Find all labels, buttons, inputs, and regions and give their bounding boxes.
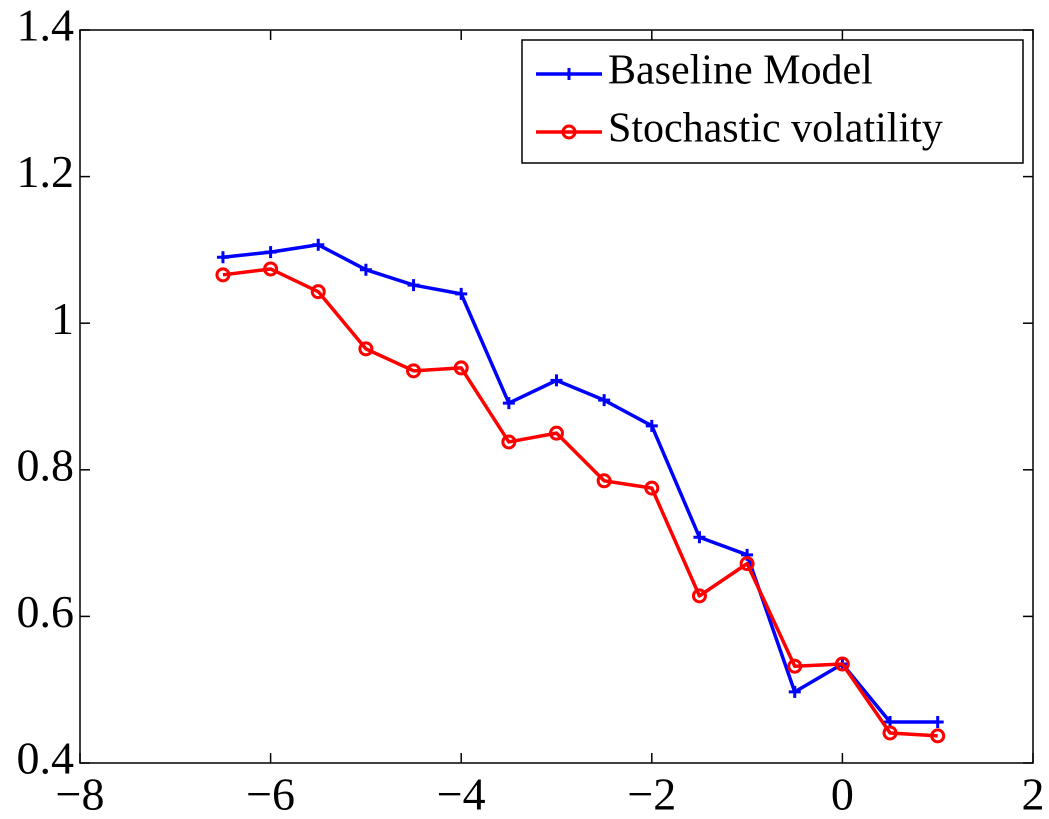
- legend-label: Stochastic volatility: [608, 106, 943, 152]
- marker: [501, 434, 517, 450]
- marker: [215, 267, 231, 283]
- marker: [216, 251, 229, 264]
- marker: [358, 341, 374, 357]
- marker: [455, 287, 468, 300]
- marker: [406, 363, 422, 379]
- y-tick-label: 1.4: [17, 0, 75, 51]
- marker: [453, 360, 469, 376]
- x-tick-label: −4: [437, 769, 486, 819]
- marker: [930, 728, 946, 744]
- marker: [502, 397, 515, 410]
- marker: [263, 261, 279, 277]
- marker: [312, 238, 325, 251]
- x-tick-label: 2: [1022, 769, 1045, 819]
- legend-marker: [561, 124, 577, 140]
- legend: Baseline Model Stochastic volatility: [521, 39, 1024, 164]
- marker: [310, 284, 326, 300]
- marker: [788, 685, 801, 698]
- legend-label: Baseline Model: [608, 48, 873, 94]
- x-tick-label: −2: [627, 769, 676, 819]
- marker: [834, 656, 850, 672]
- marker: [691, 588, 707, 604]
- x-tick-label: −6: [246, 769, 295, 819]
- marker: [407, 279, 420, 292]
- marker: [598, 394, 611, 407]
- legend-marker: [563, 68, 575, 80]
- series-line: [222, 267, 938, 738]
- marker: [644, 480, 660, 496]
- y-tick-label: 0.8: [17, 439, 75, 490]
- x-tick-label: 0: [831, 769, 854, 819]
- marker: [645, 419, 658, 432]
- marker: [882, 725, 898, 741]
- marker: [264, 246, 277, 259]
- plot-frame: [79, 29, 1034, 764]
- marker: [596, 473, 612, 489]
- marker: [550, 374, 563, 387]
- marker: [693, 531, 706, 544]
- marker: [931, 715, 944, 728]
- x-tick-label: −8: [56, 769, 105, 819]
- marker: [549, 425, 564, 441]
- marker: [787, 658, 803, 674]
- marker: [359, 263, 372, 276]
- y-tick-label: 1: [51, 293, 74, 344]
- series-line: [222, 243, 938, 724]
- y-tick-label: 1.2: [17, 146, 75, 197]
- legend-box: [521, 39, 1024, 164]
- y-tick-label: 0.6: [17, 586, 75, 637]
- marker: [739, 556, 755, 572]
- y-tick-label: 0.4: [17, 733, 75, 784]
